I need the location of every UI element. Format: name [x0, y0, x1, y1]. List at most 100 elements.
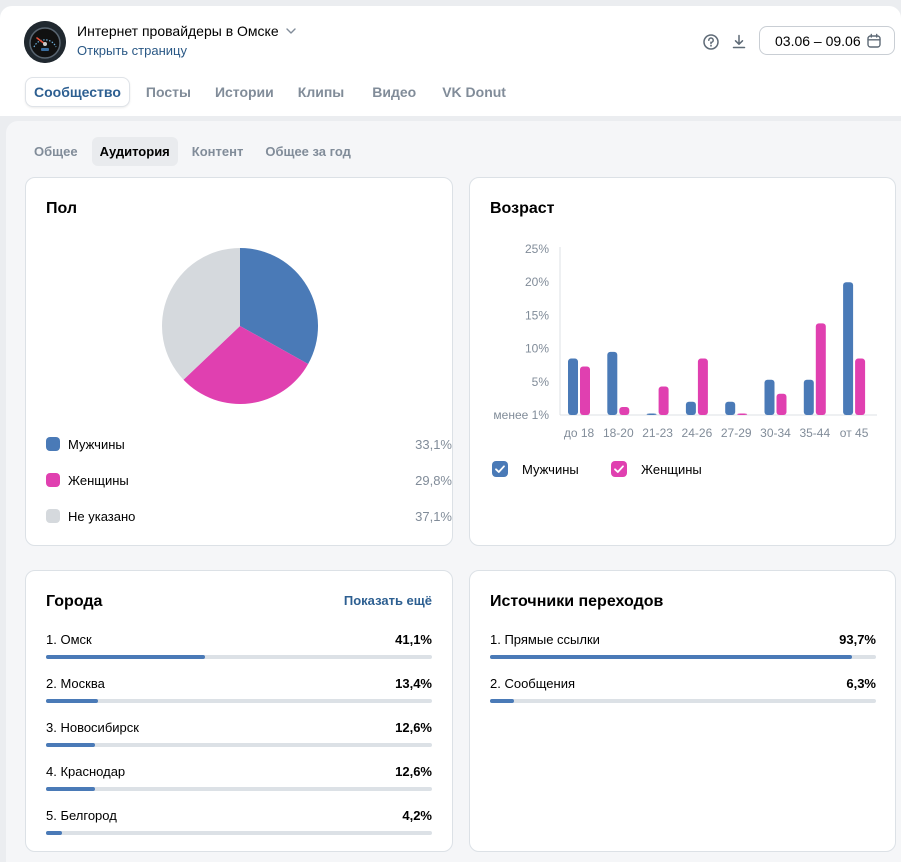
- tab-vk-donut[interactable]: VK Donut: [442, 84, 506, 100]
- x-tick-label: 18-20: [603, 426, 634, 440]
- bar-men[interactable]: [568, 358, 578, 415]
- x-tick-label: от 45: [840, 426, 869, 440]
- x-tick-label: 27-29: [721, 426, 752, 440]
- help-icon[interactable]: [702, 33, 720, 51]
- bar-men[interactable]: [685, 401, 696, 415]
- date-range-button[interactable]: 03.06 – 09.06: [759, 26, 895, 55]
- list-item-value: 13,4%: [395, 676, 432, 691]
- x-tick-label: до 18: [564, 426, 595, 440]
- tab-clips[interactable]: Клипы: [297, 84, 345, 100]
- progress-track: [490, 655, 876, 659]
- list-item-label: 1. Прямые ссылки: [490, 632, 600, 647]
- legend-value: 29,8%: [415, 472, 452, 488]
- bar-men[interactable]: [646, 413, 657, 416]
- tab-stories[interactable]: Истории: [214, 84, 274, 100]
- list-item: 3. Новосибирск 12,6%: [46, 720, 432, 750]
- x-tick-label: 21-23: [642, 426, 673, 440]
- list-item-value: 12,6%: [395, 764, 432, 779]
- sources-title: Источники переходов: [490, 593, 664, 610]
- y-tick-label: 25%: [525, 242, 549, 256]
- legend-value: 37,1%: [415, 508, 452, 524]
- x-tick-label: 24-26: [682, 426, 713, 440]
- age-legend-men[interactable]: Мужчины: [492, 461, 579, 477]
- list-item-value: 41,1%: [395, 632, 432, 647]
- y-tick-label: менее 1%: [493, 408, 549, 422]
- list-item-label: 4. Краснодар: [46, 764, 126, 779]
- age-legend-women[interactable]: Женщины: [611, 461, 702, 477]
- gender-title: Пол: [46, 200, 78, 217]
- pie-slice-men[interactable]: [240, 248, 318, 365]
- bar-women[interactable]: [776, 393, 787, 415]
- y-tick-label: 10%: [525, 342, 549, 356]
- subtab-content[interactable]: Контент: [191, 144, 244, 159]
- cities-title: Города: [46, 593, 103, 610]
- bar-men[interactable]: [725, 401, 736, 415]
- tab-community[interactable]: Сообщество: [25, 77, 130, 107]
- cities-card: Города Показать ещё 1. Омск 41,1% 2. Москв…: [25, 570, 453, 852]
- pie-slice-women[interactable]: [183, 326, 309, 404]
- age-bar-chart: менее 1% 5% 10% 15% 20% 25% до 18 18-20 21-23 24-…: [493, 242, 877, 440]
- legend-label: Не указано: [68, 508, 136, 524]
- subtab-general[interactable]: Общее: [34, 144, 78, 159]
- bar-women[interactable]: [619, 407, 630, 415]
- sources-card: Источники переходов 1. Прямые ссылки 93,7…: [469, 570, 896, 852]
- open-page-link[interactable]: Открыть страницу: [77, 43, 187, 58]
- chevron-down-icon[interactable]: [285, 25, 297, 37]
- progress-fill: [46, 743, 95, 747]
- list-item-label: 5. Белгород: [46, 808, 117, 823]
- subtab-year[interactable]: Общее за год: [265, 144, 351, 159]
- download-icon[interactable]: [730, 33, 748, 51]
- check-icon: [614, 465, 624, 473]
- progress-track: [46, 787, 432, 791]
- community-avatar[interactable]: [24, 21, 66, 63]
- bar-women[interactable]: [737, 413, 748, 416]
- tab-posts[interactable]: Посты: [145, 84, 191, 100]
- legend-row-men: Мужчины 33,1%: [46, 434, 452, 454]
- age-title: Возраст: [490, 200, 555, 217]
- list-item-label: 2. Москва: [46, 676, 105, 691]
- pie-slice-unknown[interactable]: [162, 248, 240, 380]
- progress-track: [490, 699, 876, 703]
- tab-video[interactable]: Видео: [372, 84, 417, 100]
- bar-women[interactable]: [697, 358, 708, 415]
- x-tick-label: 35-44: [799, 426, 830, 440]
- bar-men[interactable]: [764, 379, 775, 415]
- calendar-icon: [867, 33, 881, 48]
- bar-men[interactable]: [843, 282, 854, 415]
- men-checkbox[interactable]: [492, 461, 508, 477]
- bar-women[interactable]: [855, 358, 866, 415]
- x-tick-label: 30-34: [760, 426, 791, 440]
- progress-fill: [46, 655, 205, 659]
- show-more-link[interactable]: Показать ещё: [343, 593, 432, 608]
- main-tabs: Сообщество Посты Истории Клипы Видео VK …: [25, 77, 522, 107]
- bar-women[interactable]: [658, 386, 669, 415]
- speedometer-icon: [24, 21, 66, 63]
- list-item-value: 12,6%: [395, 720, 432, 735]
- legend-row-unknown: Не указано 37,1%: [46, 506, 452, 526]
- page-header: Интернет провайдеры в Омске Открыть стра…: [0, 6, 901, 116]
- progress-track: [46, 831, 432, 835]
- legend-value: 33,1%: [415, 436, 452, 452]
- women-checkbox[interactable]: [611, 461, 627, 477]
- bar-women[interactable]: [815, 323, 826, 415]
- check-icon: [495, 465, 505, 473]
- progress-fill: [46, 831, 63, 835]
- sub-tabs: Общее Аудитория Контент Общее за год: [26, 137, 365, 166]
- list-item-value: 93,7%: [839, 632, 876, 647]
- community-title: Интернет провайдеры в Омске: [77, 23, 279, 39]
- legend-label: Женщины: [68, 472, 129, 488]
- bar-men[interactable]: [607, 351, 618, 415]
- community-title-row[interactable]: Интернет провайдеры в Омске: [77, 23, 297, 39]
- progress-track: [46, 699, 432, 703]
- bar-men[interactable]: [803, 379, 814, 415]
- y-tick-label: 20%: [525, 275, 549, 289]
- age-legend-women-label: Женщины: [641, 461, 702, 477]
- age-legend-men-label: Мужчины: [522, 461, 579, 477]
- list-item: 2. Сообщения 6,3%: [490, 676, 876, 706]
- y-tick-label: 5%: [532, 375, 550, 389]
- bar-women[interactable]: [580, 366, 590, 415]
- subtab-audience[interactable]: Аудитория: [91, 137, 178, 166]
- legend-row-women: Женщины 29,8%: [46, 470, 452, 490]
- y-tick-label: 15%: [525, 308, 549, 322]
- list-item-value: 4,2%: [402, 808, 432, 823]
